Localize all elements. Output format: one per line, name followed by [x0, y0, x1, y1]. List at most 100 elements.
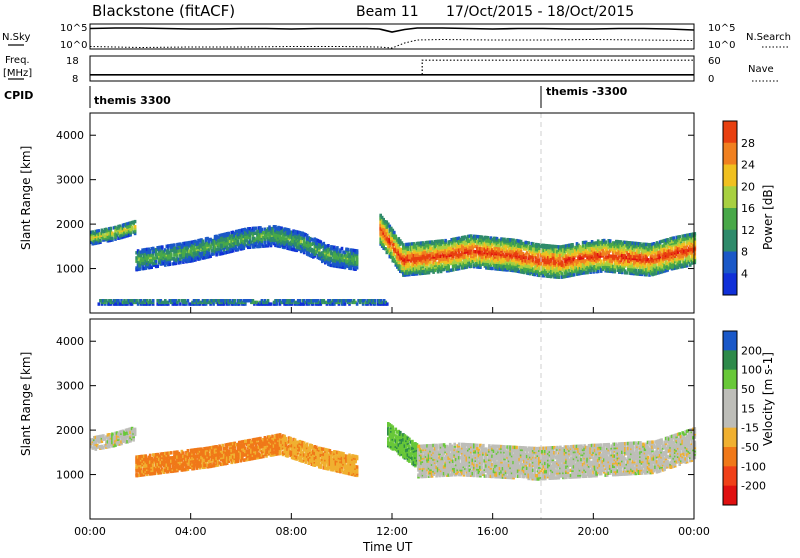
date-range: 17/Oct/2015 - 18/Oct/2015 [446, 4, 634, 20]
cpid-entry-2: themis -3300 [546, 85, 628, 98]
nsky-tick-bottom: 10^0 [60, 40, 87, 51]
power-cell-1 [161, 245, 164, 248]
power-cell-3 [212, 302, 215, 305]
power-cell-3 [386, 302, 389, 305]
power-cell-3 [276, 302, 279, 305]
velocity-cell-0 [134, 428, 137, 431]
power-cell-3 [178, 299, 181, 302]
power-cell-2 [688, 255, 691, 258]
power-cell-1 [255, 227, 258, 230]
power-cell-2 [600, 259, 603, 262]
power-cell-1 [327, 244, 330, 247]
power-cell-0 [134, 220, 137, 223]
cpid-label: CPID [4, 89, 33, 102]
power-cell-2 [540, 262, 543, 265]
nsearch-tick-top: 10^5 [708, 23, 735, 34]
nsearch-tick-bottom: 10^0 [708, 40, 735, 51]
freq-tick-bottom: 8 [72, 74, 78, 85]
power-colorbar-bands [723, 121, 737, 296]
power-cell-3 [298, 299, 301, 302]
power-colorbar-band [723, 143, 737, 165]
power-cell-2 [609, 239, 612, 242]
nsearch-label: N.Search [746, 32, 791, 43]
power-cell-1 [156, 265, 159, 268]
power-colorbar-band [723, 230, 737, 252]
velocity-echo-cells [90, 422, 696, 481]
power-cell-2 [402, 243, 405, 246]
power-frame [90, 113, 694, 313]
velocity-cell-0 [102, 434, 105, 437]
power-colorbar-tick: 24 [741, 159, 755, 172]
power-cell-1 [261, 228, 264, 231]
figure-title: Blackstone (fitACF) [92, 2, 235, 20]
power-cell-2 [582, 244, 585, 247]
power-cell-3 [233, 299, 236, 302]
power-colorbar-band [723, 208, 737, 230]
power-ytick-label: 3000 [56, 174, 84, 187]
freq-unit: [MHz] [3, 68, 32, 79]
power-xticks [90, 307, 694, 313]
freq-tick-top: 18 [66, 56, 79, 67]
power-cell-2 [678, 235, 681, 238]
power-ylabel: Slant Range [km] [19, 146, 33, 250]
nave-tick-bottom: 0 [708, 74, 714, 85]
power-cell-1 [347, 248, 350, 251]
power-cell-0 [119, 224, 122, 227]
power-colorbar-band [723, 273, 737, 295]
power-cell-3 [270, 302, 273, 305]
power-colorbar-band [723, 121, 737, 143]
power-cell-0 [110, 227, 113, 230]
power-cell-2 [597, 270, 600, 273]
nsky-panel: N.Sky 10^5 10^0 10^5 10^0 N.Search [2, 23, 791, 51]
power-cell-3 [344, 302, 347, 305]
power-cell-2 [558, 276, 561, 279]
power-colorbar-tick: 16 [741, 202, 755, 215]
nave-label: Nave [748, 64, 774, 75]
power-cell-1 [341, 247, 344, 250]
power-cell-1 [202, 240, 205, 243]
power-cell-2 [604, 240, 607, 243]
power-colorbar-tick: 12 [741, 224, 755, 237]
power-cell-2 [537, 253, 540, 256]
power-cell-3 [356, 302, 359, 305]
power-colorbar-tick: 4 [741, 267, 748, 280]
power-cell-3 [267, 299, 270, 302]
nsky-tick-top: 10^5 [60, 23, 87, 34]
power-cell-3 [98, 302, 101, 305]
power-cell-1 [336, 246, 339, 249]
power-cell-1 [155, 260, 158, 263]
power-cell-2 [561, 272, 564, 275]
power-colorbar-band [723, 186, 737, 208]
power-cell-2 [429, 261, 432, 264]
power-cell-1 [173, 243, 176, 246]
power-cell-2 [635, 269, 638, 272]
power-cell-1 [227, 232, 230, 235]
nave-tick-top: 60 [708, 56, 721, 67]
beam-label: Beam 11 [356, 4, 419, 20]
power-cell-2 [573, 273, 576, 276]
power-cell-2 [571, 243, 574, 246]
nsky-series [90, 28, 694, 32]
power-cell-0 [134, 225, 137, 228]
power-cell-2 [444, 239, 447, 242]
freq-nave-panel: Freq. [MHz] 18 8 60 0 Nave [3, 55, 778, 85]
power-ytick-label: 2000 [56, 218, 84, 231]
power-ytick-label: 1000 [56, 263, 84, 276]
power-cell-1 [300, 240, 303, 243]
power-cell-3 [374, 299, 377, 302]
power-cell-2 [666, 238, 669, 241]
power-cell-1 [356, 256, 359, 259]
power-cell-3 [187, 299, 190, 302]
power-cell-1 [356, 249, 359, 252]
velocity-cell-1 [144, 454, 147, 457]
power-cell-2 [638, 250, 641, 253]
cpid-entry-1: themis 3300 [94, 94, 171, 107]
power-colorbar-label: Power [dB] [761, 185, 775, 250]
power-cell-2 [561, 260, 564, 263]
nsearch-series [90, 40, 694, 49]
power-cell-2 [654, 264, 657, 267]
nsky-label: N.Sky [2, 32, 30, 43]
power-cell-1 [169, 263, 172, 266]
